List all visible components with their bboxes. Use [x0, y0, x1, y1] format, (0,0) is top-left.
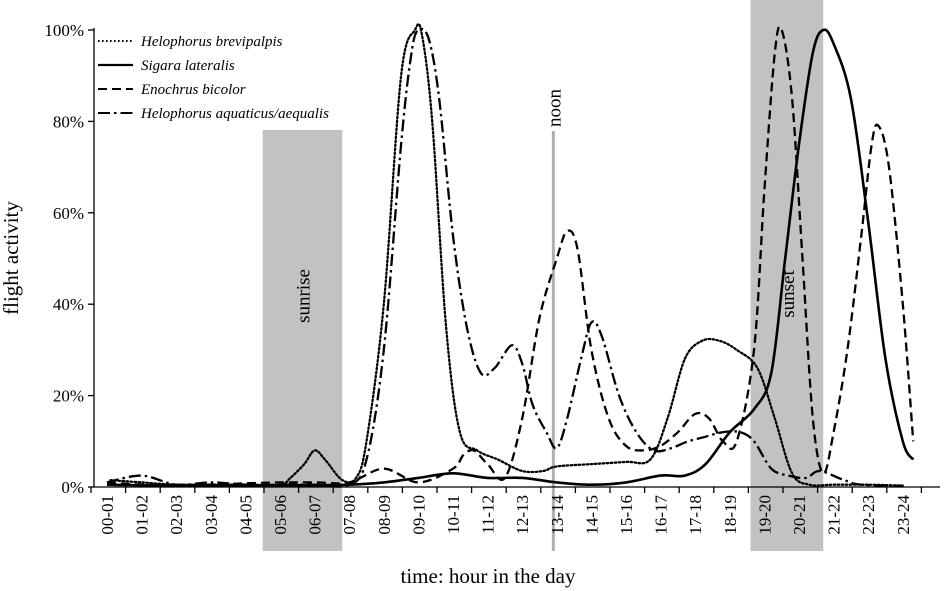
- axes-layer: [93, 28, 940, 488]
- x-tick-label: 06-07: [306, 495, 325, 535]
- x-tick-label: 13-14: [548, 495, 567, 535]
- x-tick-label: 01-02: [133, 495, 152, 535]
- x-tick-label: 18-19: [721, 495, 740, 535]
- y-tick-label: 0%: [61, 478, 84, 497]
- x-tick-label: 02-03: [167, 495, 186, 535]
- x-tick-label: 00-01: [98, 495, 117, 535]
- x-tick-label: 07-08: [340, 495, 359, 535]
- y-tick-label: 100%: [44, 21, 84, 40]
- x-ticks: 00-01 01-02 02-03 03-04 04-05 05-06 06-07 07-08…: [90, 487, 923, 535]
- x-axis-title: time: hour in the day: [401, 564, 576, 588]
- x-tick-label: 22-23: [859, 495, 878, 535]
- x-tick-label: 16-17: [652, 495, 671, 535]
- band-sunrise: [262, 130, 343, 551]
- y-axis-title: flight activity: [0, 201, 23, 315]
- series-layer: [106, 22, 915, 488]
- series-line-helophorus-aquaticus-aequalis: [106, 27, 903, 488]
- x-tick-label: 20-21: [790, 495, 809, 535]
- x-tick-label: 15-16: [617, 495, 636, 535]
- y-tick-label: 60%: [53, 204, 84, 223]
- legend-label-helophorus-aquaticus-aequalis: Helophorus aquaticus/aequalis: [140, 106, 329, 122]
- y-tick-label: 40%: [53, 295, 84, 314]
- x-tick-label: 14-15: [582, 495, 601, 535]
- x-tick-label: 21-22: [825, 495, 844, 535]
- series-line-enochrus-bicolor: [106, 25, 915, 487]
- y-ticks: 0% 20% 40% 60% 80% 100%: [44, 21, 94, 497]
- series-line-helophorus-brevipalpis: [109, 22, 904, 487]
- x-tick-label: 10-11: [444, 495, 463, 534]
- x-tick-label: 11-12: [479, 495, 498, 534]
- band-label-sunrise: sunrise: [293, 269, 314, 323]
- x-tick-label: 17-18: [686, 495, 705, 535]
- legend-label-sigara-lateralis: Sigara lateralis: [141, 58, 235, 74]
- series-line-sigara-lateralis: [106, 28, 915, 488]
- legend-label-enochrus-bicolor: Enochrus bicolor: [140, 82, 246, 98]
- bands-layer: sunrise sunset: [262, 0, 824, 551]
- x-tick-label: 09-10: [409, 495, 428, 535]
- y-tick-label: 80%: [53, 112, 84, 131]
- legend-label-helophorus-brevipalpis: Helophorus brevipalpis: [140, 34, 283, 50]
- legend: Helophorus brevipalpis Sigara lateralis En…: [98, 34, 329, 122]
- marker-label-noon: noon: [544, 89, 565, 128]
- x-tick-label: 05-06: [271, 495, 290, 535]
- x-tick-label: 23-24: [894, 495, 913, 535]
- x-tick-label: 04-05: [236, 495, 255, 535]
- x-tick-label: 08-09: [375, 495, 394, 535]
- x-tick-label: 03-04: [202, 495, 221, 535]
- y-tick-label: 20%: [53, 387, 84, 406]
- x-tick-label: 19-20: [755, 495, 774, 535]
- x-tick-label: 12-13: [513, 495, 532, 535]
